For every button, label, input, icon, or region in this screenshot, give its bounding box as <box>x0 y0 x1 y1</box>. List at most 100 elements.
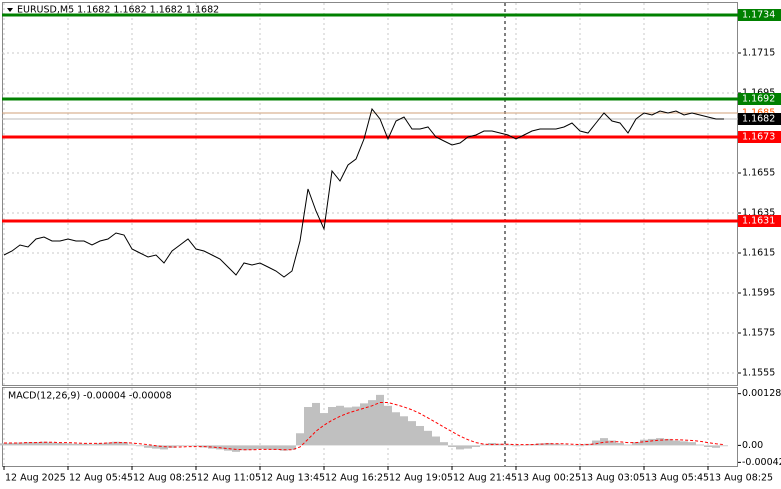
last-price-label: 1.1682 <box>742 114 775 125</box>
histogram-bar <box>0 443 8 446</box>
histogram-bar <box>592 440 600 446</box>
main-frame <box>2 2 738 386</box>
histogram-bar <box>328 406 336 446</box>
histogram-bar <box>160 445 168 450</box>
histogram-bar <box>632 442 640 446</box>
histogram-bar <box>104 442 112 446</box>
histogram-bar <box>680 441 688 446</box>
histogram-bar <box>696 444 704 446</box>
histogram-bar <box>576 445 584 447</box>
histogram-bar <box>120 442 128 446</box>
histogram-bar <box>176 445 184 447</box>
level-label: 1.1692 <box>742 94 775 105</box>
y-tick-label: 1.1715 <box>742 48 775 59</box>
histogram-bar <box>136 445 144 447</box>
level-label-box <box>738 215 781 227</box>
layer: 1.17151.16951.16551.16351.16151.15951.15… <box>0 3 781 484</box>
histogram-bar <box>144 445 152 448</box>
chart-title: EURUSD,M5 1.1682 1.1682 1.1682 1.1682 <box>17 5 219 16</box>
histogram-bar <box>424 430 432 446</box>
histogram-bar <box>384 405 392 446</box>
histogram-bar <box>296 433 304 446</box>
x-tick-label: 12 Aug 05:45 <box>69 473 133 484</box>
histogram-bar <box>568 445 576 446</box>
x-tick-label: 12 Aug 11:05 <box>197 473 261 484</box>
histogram-bar <box>600 438 608 446</box>
histogram-bar <box>352 406 360 446</box>
level-label: 1.1734 <box>742 10 775 21</box>
histogram-bar <box>264 445 272 450</box>
histogram-bar <box>368 400 376 446</box>
histogram-bar <box>192 445 200 447</box>
histogram-bar <box>688 442 696 446</box>
histogram-bar <box>712 445 720 448</box>
histogram-bar <box>224 445 232 451</box>
level-label-box <box>738 9 781 21</box>
histogram-bar <box>672 440 680 446</box>
histogram-bar <box>88 444 96 446</box>
price-line <box>3 107 724 278</box>
histogram-bar <box>128 444 136 446</box>
histogram-bar <box>16 442 24 446</box>
macd-frame <box>2 387 738 467</box>
histogram-bar <box>168 445 176 448</box>
signal-line <box>4 402 725 451</box>
macd-title: MACD(12,26,9) -0.00004 -0.00008 <box>8 391 172 402</box>
histogram-bar <box>288 445 296 450</box>
histogram-bar <box>720 445 728 447</box>
histogram-bar <box>400 416 408 446</box>
histogram-bar <box>232 445 240 452</box>
histogram-bar <box>80 443 88 446</box>
level-label: 1.1631 <box>742 216 775 227</box>
x-tick-label: 12 Aug 2025 <box>5 473 66 484</box>
histogram-bar <box>656 438 664 446</box>
histogram-bar <box>208 445 216 449</box>
y-tick-label: 1.1655 <box>742 168 775 179</box>
y-tick-label: -0.00042 <box>742 457 781 468</box>
histogram-bar <box>304 406 312 446</box>
y-tick-label: 1.1555 <box>742 368 775 379</box>
histogram-bar <box>272 445 280 450</box>
histogram-bar <box>392 412 400 446</box>
histogram-bar <box>616 442 624 446</box>
y-tick-label: 0.00128 <box>742 388 781 399</box>
histogram-bar <box>456 445 464 450</box>
y-tick-label: 0.00 <box>742 440 763 451</box>
histogram-bar <box>280 445 288 451</box>
histogram-bar <box>520 444 528 446</box>
level-label-box <box>738 131 781 143</box>
y-tick-label: 1.1635 <box>742 208 775 219</box>
histogram-bar <box>24 442 32 446</box>
histogram-bar <box>504 444 512 446</box>
level-label: 1.1673 <box>742 132 775 143</box>
histogram-bar <box>72 443 80 446</box>
histogram-bar <box>320 413 328 446</box>
histogram-bar <box>640 439 648 446</box>
histogram-bar <box>704 445 712 448</box>
histogram-bar <box>512 445 520 447</box>
x-tick-label: 13 Aug 03:05 <box>581 473 645 484</box>
histogram-bar <box>432 436 440 446</box>
last-price-label-box <box>738 113 781 125</box>
histogram-bar <box>96 443 104 446</box>
x-tick-label: 12 Aug 16:25 <box>325 473 389 484</box>
histogram-bar <box>184 444 192 446</box>
x-tick-label: 12 Aug 21:45 <box>453 473 517 484</box>
histogram-bar <box>56 442 64 446</box>
menu-arrow[interactable] <box>7 8 13 12</box>
histogram-bar <box>472 445 480 448</box>
x-tick-label: 13 Aug 08:25 <box>709 473 773 484</box>
histogram-bar <box>112 441 120 446</box>
histogram-bar <box>8 442 16 446</box>
histogram-bar <box>152 445 160 449</box>
x-tick-label: 12 Aug 13:45 <box>261 473 325 484</box>
histogram-bar <box>248 445 256 450</box>
x-tick-label: 13 Aug 05:45 <box>645 473 709 484</box>
histogram-bar <box>560 444 568 446</box>
histogram-bar <box>624 444 632 446</box>
histogram-bar <box>256 445 264 450</box>
x-tick-label: 12 Aug 08:25 <box>133 473 197 484</box>
histogram-bar <box>552 443 560 446</box>
